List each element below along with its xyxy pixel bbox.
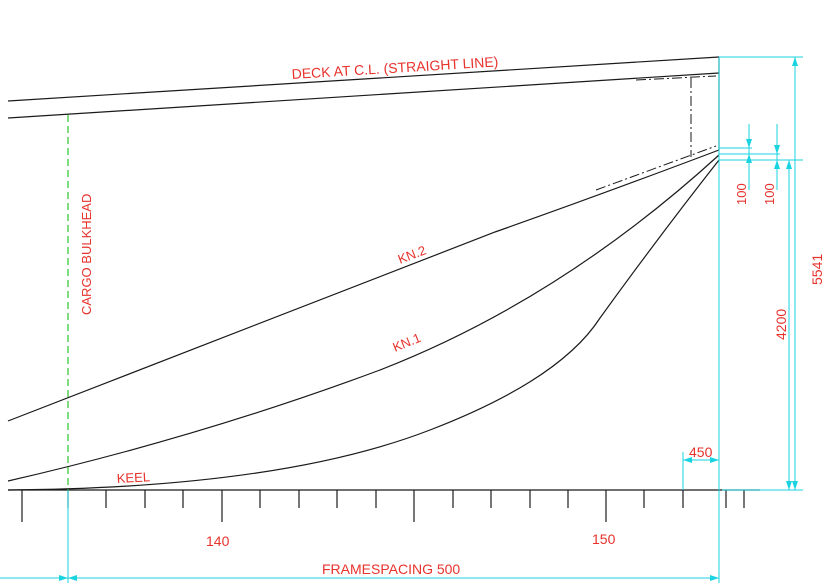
dim-4200: 4200 [773,309,789,340]
kn2-label: KN.2 [396,242,428,266]
dim-5541: 5541 [809,254,825,285]
dimension-arrows [59,57,798,581]
keel-label: KEEL [116,469,150,486]
frame-150-label: 150 [592,531,616,547]
kn2-line [7,149,720,422]
deck-detail-dashdot [635,75,717,81]
dim-100-second: 100 [762,183,777,205]
deck-lower-line [7,72,720,119]
frame-140-label: 140 [206,533,230,549]
deck-upper-line [7,56,720,102]
dim-450: 450 [689,444,713,460]
frame-ticks [21,490,745,522]
kn1-label: KN.1 [391,330,423,355]
cargo-bulkhead-label: CARGO BULKHEAD [79,194,94,315]
keel-curve [7,159,720,491]
dimension-lines [0,56,803,583]
framespacing-label: FRAMESPACING 500 [322,561,460,577]
kn1-line [7,154,720,482]
dim-100-first: 100 [734,183,749,205]
deck-label: DECK AT C.L. (STRAIGHT LINE) [291,53,499,82]
kn2-upper-dashdot [595,145,717,191]
